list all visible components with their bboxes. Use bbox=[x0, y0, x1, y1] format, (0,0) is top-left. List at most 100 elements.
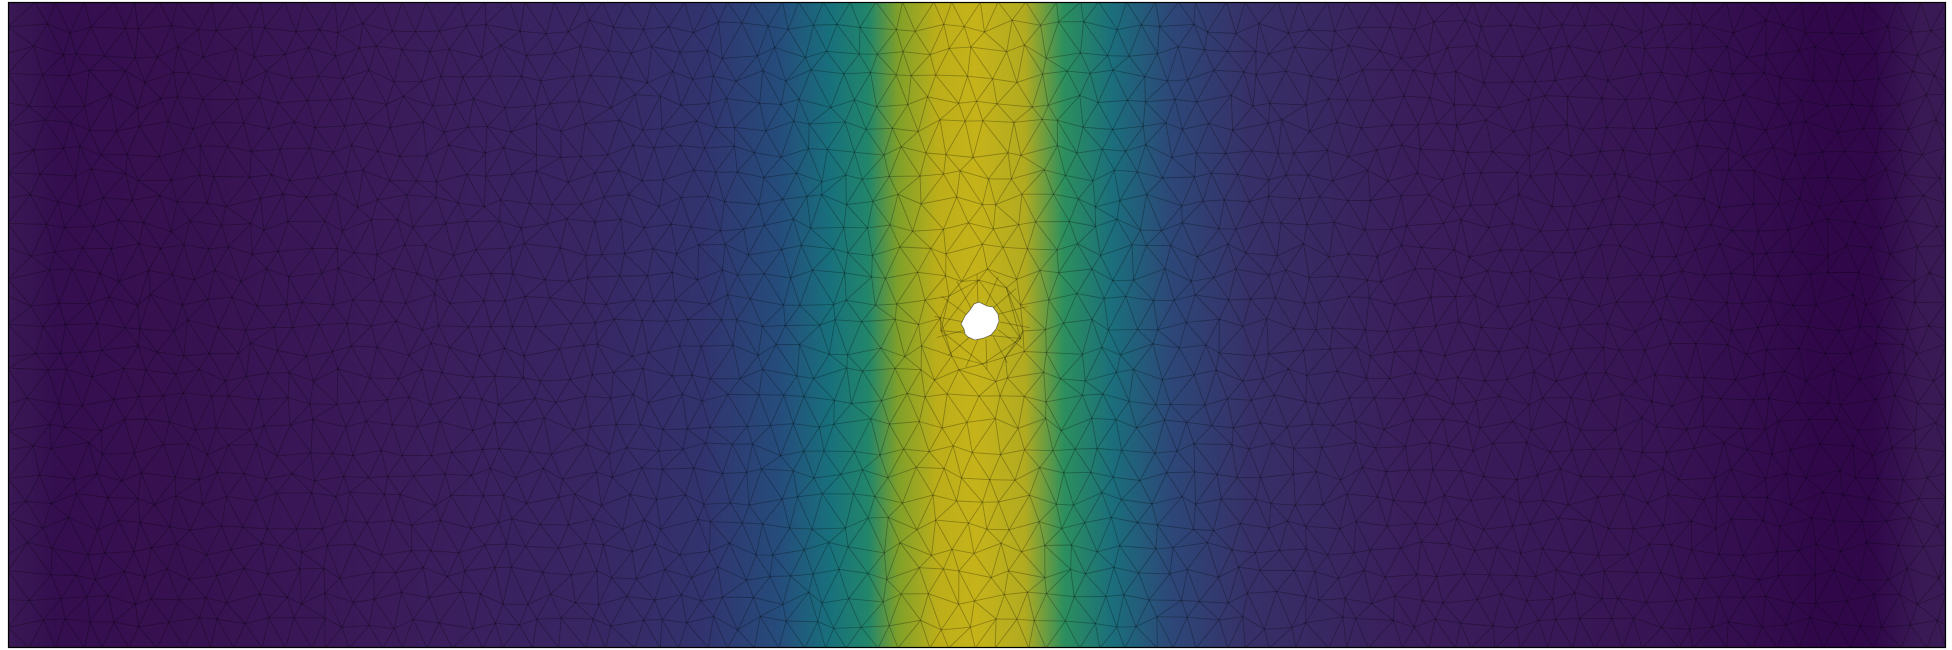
mesh-edge bbox=[1602, 98, 1627, 101]
mesh-edge bbox=[373, 268, 394, 281]
mesh-edge bbox=[1691, 499, 1705, 522]
mesh-edge bbox=[680, 104, 698, 122]
mesh-edge bbox=[647, 248, 654, 276]
mesh-edge bbox=[342, 47, 360, 79]
mesh-edge bbox=[1151, 496, 1183, 505]
mesh-edge bbox=[1651, 401, 1658, 427]
mesh-edge bbox=[1250, 298, 1268, 319]
mesh-edge bbox=[1686, 425, 1704, 430]
mesh-edge bbox=[1011, 19, 1025, 46]
mesh-edge bbox=[212, 99, 238, 123]
mesh-edge bbox=[498, 518, 513, 523]
mesh-edge bbox=[1661, 72, 1677, 103]
mesh-edge bbox=[1778, 104, 1791, 125]
mesh-edge bbox=[1710, 170, 1720, 208]
mesh-edge bbox=[813, 477, 823, 495]
mesh-edge bbox=[96, 296, 110, 324]
mesh-edge bbox=[1678, 322, 1697, 344]
mesh-edge bbox=[76, 473, 98, 495]
mesh-edge bbox=[189, 202, 208, 222]
mesh-edge bbox=[79, 206, 94, 227]
mesh-edge bbox=[1623, 493, 1648, 504]
mesh-edge bbox=[624, 253, 648, 277]
mesh-edge bbox=[482, 495, 499, 523]
mesh-edge bbox=[1640, 32, 1646, 49]
mesh-edge bbox=[726, 98, 760, 104]
mesh-edge bbox=[1249, 179, 1270, 203]
mesh-edge bbox=[138, 222, 144, 244]
mesh-edge bbox=[1305, 401, 1313, 425]
mesh-edge bbox=[734, 146, 738, 173]
mesh-edge bbox=[125, 27, 139, 30]
mesh-edge bbox=[207, 454, 218, 473]
mesh-edge bbox=[1591, 173, 1616, 177]
mesh-edge bbox=[1035, 221, 1058, 251]
mesh-edge bbox=[810, 69, 832, 108]
mesh-edge bbox=[1825, 330, 1839, 354]
mesh-edge bbox=[1660, 318, 1671, 344]
mesh-edge bbox=[241, 56, 255, 83]
mesh-edge bbox=[1892, 51, 1914, 72]
mesh-edge bbox=[63, 122, 72, 149]
mesh-edge bbox=[49, 251, 56, 271]
mesh-edge bbox=[707, 172, 717, 197]
mesh-edge bbox=[1308, 277, 1320, 303]
mesh-edge bbox=[1242, 378, 1264, 382]
mesh-edge bbox=[1235, 33, 1257, 52]
mesh-edge bbox=[902, 31, 916, 52]
mesh-edge bbox=[1742, 300, 1770, 305]
mesh-edge bbox=[1274, 297, 1295, 330]
mesh-edge bbox=[171, 174, 201, 181]
mesh-edge bbox=[724, 243, 749, 256]
mesh-edge bbox=[550, 429, 574, 455]
mesh-edge bbox=[1917, 30, 1932, 56]
mesh-edge bbox=[257, 304, 288, 307]
mesh-edge bbox=[406, 194, 414, 228]
mesh-edge bbox=[1635, 318, 1661, 333]
mesh-edge bbox=[457, 174, 468, 204]
mesh-edge bbox=[1827, 245, 1847, 273]
mesh-edge bbox=[1133, 245, 1147, 281]
mesh-edge bbox=[1777, 273, 1811, 277]
mesh-edge bbox=[88, 55, 105, 71]
mesh-edge bbox=[1771, 449, 1791, 455]
mesh-edge bbox=[1367, 279, 1381, 283]
mesh-edge bbox=[574, 493, 602, 507]
mesh-edge bbox=[989, 479, 999, 503]
mesh-edge bbox=[780, 423, 794, 456]
mesh-edge bbox=[1306, 348, 1331, 376]
mesh-edge bbox=[1540, 229, 1568, 232]
mesh-edge bbox=[140, 444, 164, 473]
mesh-edge bbox=[1355, 329, 1366, 348]
mesh-edge bbox=[1859, 326, 1876, 344]
mesh-edge bbox=[430, 342, 443, 373]
mesh-edge bbox=[357, 170, 364, 208]
mesh-edge bbox=[1332, 425, 1357, 443]
mesh-edge bbox=[510, 131, 537, 156]
mesh-edge bbox=[1623, 476, 1635, 495]
mesh-edge bbox=[75, 53, 105, 57]
mesh-edge bbox=[945, 275, 950, 297]
mesh-edge bbox=[1735, 354, 1748, 381]
mesh-edge bbox=[1916, 226, 1938, 248]
mesh-edge bbox=[1251, 122, 1269, 152]
mesh-edge bbox=[80, 349, 102, 353]
mesh-edge bbox=[1205, 344, 1217, 371]
mesh-edge bbox=[250, 342, 269, 374]
mesh-edge bbox=[1511, 56, 1523, 82]
mesh-edge bbox=[672, 52, 681, 72]
mesh-edge bbox=[154, 495, 176, 506]
mesh-edge bbox=[729, 472, 748, 504]
mesh-edge bbox=[75, 168, 92, 177]
mesh-edge bbox=[1474, 295, 1499, 308]
mesh-edge bbox=[535, 297, 551, 327]
mesh-edge bbox=[183, 353, 210, 357]
mesh-edge bbox=[894, 319, 906, 357]
mesh-edge bbox=[189, 220, 222, 226]
mesh-edge bbox=[8, 105, 30, 127]
mesh-edge bbox=[1703, 243, 1721, 276]
mesh-edge bbox=[1714, 442, 1725, 479]
mesh-edge bbox=[1703, 425, 1724, 443]
mesh-edge bbox=[682, 442, 706, 450]
mesh-edge bbox=[160, 72, 175, 99]
